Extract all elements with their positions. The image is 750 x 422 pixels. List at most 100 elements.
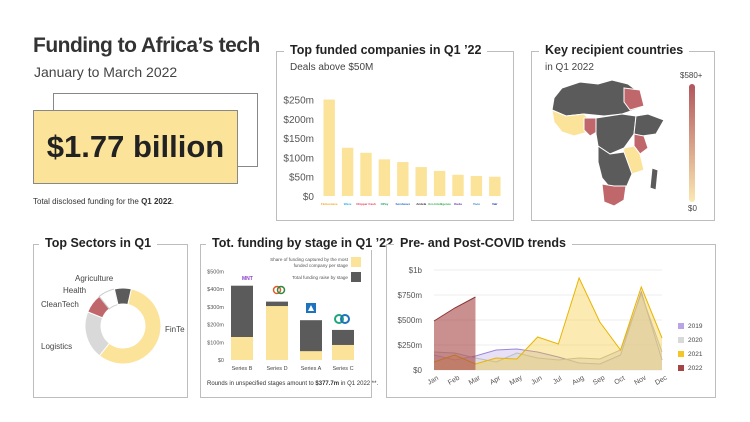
- stage-y-tick: $0: [218, 358, 224, 364]
- trend-line-2022: [433, 296, 476, 322]
- company-bar: [470, 175, 483, 196]
- company-bar: [360, 152, 372, 196]
- footnote-end: in Q1 2022 **.: [339, 381, 379, 387]
- company-bar: [415, 167, 427, 196]
- stage-x-label: Series C: [332, 366, 353, 372]
- company-bar: [489, 176, 501, 196]
- top-companies-subtitle: Deals above $50M: [290, 62, 374, 73]
- stage-total-bar: [300, 320, 322, 360]
- stage-x-label: Series D: [266, 366, 287, 372]
- trend-y-tick: $250m: [398, 341, 423, 350]
- trend-y-tick: $750m: [398, 291, 423, 300]
- y-tick-label: $100m: [283, 153, 314, 164]
- mnt-halan-logo: MNT: [242, 276, 253, 282]
- sector-slice: [98, 288, 162, 365]
- company-bar: [452, 174, 464, 196]
- trend-legend-label: 2019: [688, 323, 703, 330]
- sector-label: Health: [63, 286, 86, 295]
- trend-x-label: Jun: [530, 375, 543, 387]
- total-funding-box: $1.77 billion: [33, 110, 238, 184]
- y-tick-label: $250m: [283, 96, 314, 107]
- company-logo-label: OPay: [381, 202, 389, 206]
- legend-total-swatch: [351, 272, 361, 282]
- sector-label: Logistics: [41, 342, 72, 351]
- trend-area-2022: [434, 297, 476, 370]
- sector-label: FinTech: [165, 325, 185, 334]
- stage-y-tick: $400m: [207, 287, 224, 293]
- trend-x-label: Jan: [427, 375, 440, 387]
- trends-title: Pre- and Post-COVID trends: [394, 236, 572, 250]
- stage-share-bar: [300, 351, 322, 360]
- stage-share-bar: [332, 344, 354, 360]
- trend-x-label: Sep: [592, 375, 606, 387]
- trend-legend-label: 2022: [688, 365, 703, 372]
- top-companies-title: Top funded companies in Q1 ’22: [284, 43, 488, 57]
- stage-y-tick: $100m: [207, 340, 224, 346]
- company-bar: [341, 147, 354, 196]
- sector-label: CleanTech: [41, 300, 79, 309]
- sectors-chart: FinTech Logistics CleanTech Health Agricultu…: [41, 274, 185, 365]
- main-title: Funding to Africa’s tech: [33, 34, 260, 57]
- map-horn: [633, 113, 665, 137]
- y-tick-label: $200m: [283, 115, 314, 126]
- company-logo-label: Sendwave: [395, 202, 410, 206]
- caption-bold: Q1 2022: [141, 197, 172, 206]
- stage-x-label: Series A: [301, 366, 322, 372]
- stage-x-label: Series B: [232, 366, 253, 372]
- stages-legend: Share of funding captured by the most fu…: [268, 257, 364, 282]
- legend-total-text: Total funding raise by stage: [292, 274, 348, 280]
- trends-chart: $0 $250m $500m $750m $1b Jan Feb Mar Apr May Jun J…: [398, 266, 703, 387]
- company-bar: [323, 99, 335, 196]
- sectors-title: Top Sectors in Q1: [39, 236, 158, 250]
- caption-end: .: [171, 197, 175, 206]
- trend-x-label: Nov: [633, 374, 648, 387]
- sectors-panel: [33, 244, 188, 398]
- footnote-text: Rounds in unspecified stages amount to: [207, 381, 316, 387]
- stages-title: Tot. funding by stage in Q1 ’22: [206, 236, 400, 250]
- trend-x-label: Aug: [571, 375, 585, 387]
- stages-footnote: Rounds in unspecified stages amount to $…: [207, 381, 378, 387]
- trend-x-label: Feb: [447, 375, 461, 387]
- africa-map: [551, 79, 665, 207]
- stage-y-tick: $200m: [207, 323, 224, 329]
- footnote-bold: $377.7m: [315, 381, 340, 387]
- map-madagascar: [649, 167, 659, 191]
- map-egypt: [623, 87, 645, 111]
- total-funding-caption: Total disclosed funding for the Q1 2022.: [33, 197, 174, 206]
- stage-share-bar: [266, 306, 288, 360]
- stage-y-tick: $500m: [207, 270, 224, 276]
- trend-x-label: Dec: [654, 374, 669, 387]
- y-tick-label: $0: [303, 192, 315, 203]
- sector-slice: [113, 287, 132, 306]
- map-legend-min: $0: [688, 204, 697, 213]
- map-kenya: [633, 133, 649, 155]
- trend-x-label: May: [509, 374, 524, 387]
- caption-text: Total disclosed funding for the: [33, 197, 142, 206]
- stage-y-tick: $300m: [207, 305, 224, 311]
- top-companies-chart: $0 $50m $100m $150m $200m $250m Flutterwave Wa…: [283, 96, 501, 206]
- main-subtitle: January to March 2022: [34, 64, 178, 80]
- trend-x-label: Oct: [613, 375, 626, 387]
- stages-chart: $0 $100m $200m $300m $400m $500m Series B Seri…: [207, 270, 354, 372]
- company-logo-label: Flutterwave: [321, 202, 338, 206]
- series-c-logo-icon: [334, 314, 350, 324]
- countries-title: Key recipient countries: [539, 43, 690, 57]
- company-bar: [397, 162, 409, 196]
- total-funding-value: $1.77 billion: [46, 129, 225, 164]
- trend-x-label: Jul: [552, 375, 564, 386]
- company-bar: [378, 159, 391, 196]
- trend-y-tick: $1b: [409, 266, 423, 275]
- trend-y-tick: $0: [413, 366, 422, 375]
- company-logo-label: Andela: [416, 202, 426, 206]
- company-bar: [433, 170, 446, 196]
- countries-subtitle: in Q1 2022: [545, 62, 594, 73]
- legend-share-swatch: [351, 257, 361, 267]
- trend-legend-label: 2021: [688, 351, 703, 358]
- trend-y-tick: $500m: [398, 316, 423, 325]
- company-logo-label: Kuda: [454, 202, 462, 206]
- y-tick-label: $150m: [283, 134, 314, 145]
- series-d-logo-icon: [272, 285, 286, 295]
- stage-share-bar: [231, 337, 253, 360]
- company-logo-label: Wave: [344, 202, 352, 206]
- trend-legend-swatch: [678, 323, 684, 329]
